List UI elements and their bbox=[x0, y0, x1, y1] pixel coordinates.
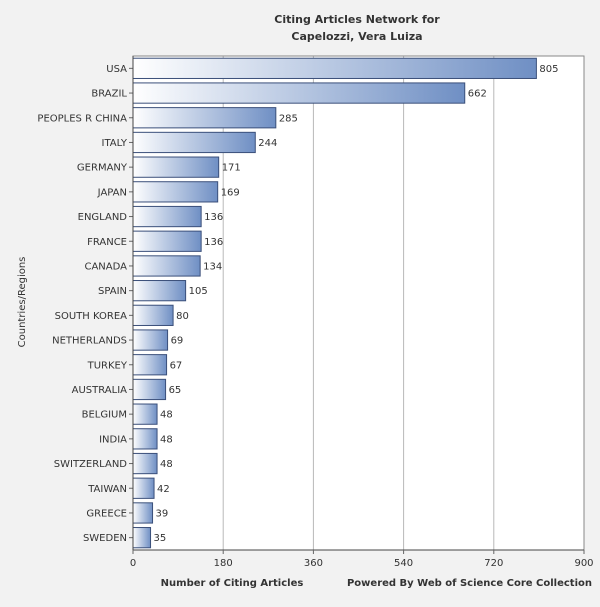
bar-value-label: 48 bbox=[160, 410, 173, 421]
bar-value-label: 244 bbox=[258, 138, 277, 149]
bar bbox=[132, 304, 174, 326]
category-label: SOUTH KOREA bbox=[55, 311, 127, 322]
bar-value-label: 48 bbox=[160, 434, 173, 445]
bar bbox=[132, 156, 220, 178]
category-label: AUSTRALIA bbox=[72, 385, 128, 396]
chart-title-line-1: Citing Articles Network for bbox=[274, 13, 440, 26]
bar bbox=[132, 502, 154, 524]
bar bbox=[132, 181, 219, 203]
bar-value-label: 171 bbox=[222, 163, 241, 174]
bar bbox=[132, 255, 201, 277]
category-label: FRANCE bbox=[87, 237, 127, 248]
bar bbox=[132, 378, 167, 401]
category-label: INDIA bbox=[99, 434, 127, 445]
bar-value-label: 662 bbox=[468, 89, 487, 100]
category-label: TAIWAN bbox=[87, 484, 127, 495]
bar bbox=[132, 329, 169, 351]
bar bbox=[132, 82, 466, 104]
bar-value-label: 67 bbox=[170, 360, 183, 371]
chart-title-line-2: Capelozzi, Vera Luiza bbox=[291, 30, 422, 43]
bar bbox=[132, 205, 202, 228]
category-label: GERMANY bbox=[77, 163, 128, 174]
plot-area bbox=[133, 56, 584, 550]
bar-value-label: 48 bbox=[160, 459, 173, 470]
bar bbox=[132, 107, 277, 129]
bar-value-label: 285 bbox=[279, 113, 298, 124]
x-tick-label: 180 bbox=[214, 558, 233, 569]
bar-value-label: 80 bbox=[176, 311, 189, 322]
category-label: ITALY bbox=[102, 138, 128, 149]
footer-credit: Powered By Web of Science Core Collectio… bbox=[347, 578, 592, 589]
bar-value-label: 169 bbox=[221, 187, 240, 198]
bar-value-label: 35 bbox=[154, 533, 167, 544]
y-axis-title: Countries/Regions bbox=[17, 257, 28, 348]
x-tick-label: 360 bbox=[304, 558, 323, 569]
category-label: TURKEY bbox=[87, 360, 128, 371]
category-label: CANADA bbox=[84, 261, 127, 272]
category-label: SWITZERLAND bbox=[54, 459, 128, 470]
category-label: SWEDEN bbox=[83, 533, 127, 544]
bar bbox=[132, 428, 158, 450]
bar bbox=[132, 403, 158, 425]
x-tick-label: 900 bbox=[574, 558, 593, 569]
bar-value-label: 134 bbox=[203, 261, 222, 272]
bar-value-label: 136 bbox=[204, 212, 223, 223]
category-label: NETHERLANDS bbox=[52, 336, 127, 347]
category-label: PEOPLES R CHINA bbox=[37, 113, 127, 124]
bar-value-label: 65 bbox=[169, 385, 182, 396]
bar-value-label: 105 bbox=[189, 286, 208, 297]
bar bbox=[132, 131, 256, 154]
x-tick-label: 540 bbox=[394, 558, 413, 569]
category-label: ENGLAND bbox=[78, 212, 128, 223]
category-label: GREECE bbox=[86, 508, 127, 519]
bar bbox=[132, 230, 202, 252]
category-label: USA bbox=[106, 64, 127, 75]
bar-value-label: 136 bbox=[204, 237, 223, 248]
bar bbox=[132, 477, 155, 499]
bar-value-label: 69 bbox=[171, 336, 184, 347]
category-label: JAPAN bbox=[97, 187, 127, 198]
x-axis-title: Number of Citing Articles bbox=[161, 578, 304, 589]
x-tick-label: 0 bbox=[130, 558, 136, 569]
bar bbox=[132, 527, 152, 549]
x-tick-label: 720 bbox=[484, 558, 503, 569]
bar bbox=[132, 57, 537, 79]
bar-value-label: 805 bbox=[539, 64, 558, 75]
bar bbox=[132, 280, 187, 302]
bar bbox=[132, 354, 168, 376]
category-label: BRAZIL bbox=[91, 89, 127, 100]
bar-value-label: 42 bbox=[157, 484, 170, 495]
bar-value-label: 39 bbox=[156, 508, 169, 519]
category-label: SPAIN bbox=[98, 286, 127, 297]
category-label: BELGIUM bbox=[82, 410, 127, 421]
bar bbox=[132, 452, 158, 475]
